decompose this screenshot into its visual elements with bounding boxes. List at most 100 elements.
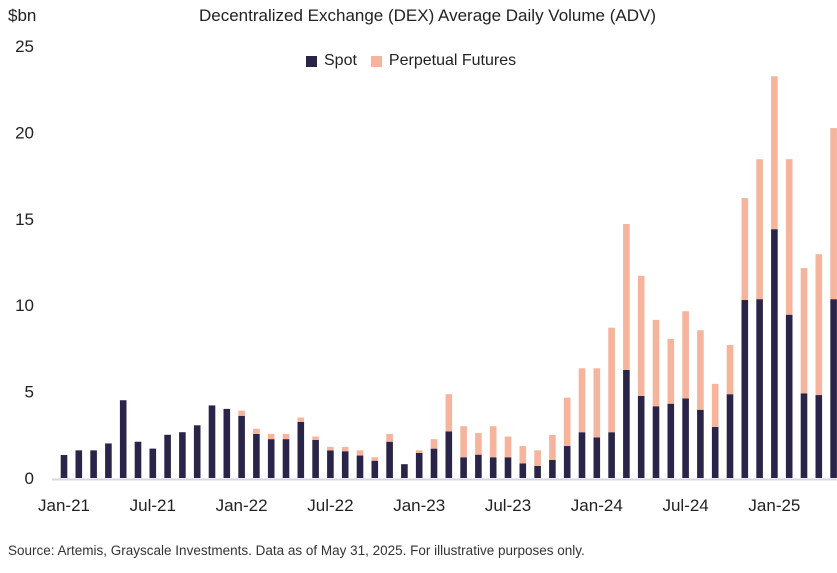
bar-spot [119, 400, 127, 478]
bar-perpetual-futures [267, 433, 275, 440]
bar-spot [267, 439, 275, 478]
bar-spot [800, 393, 808, 478]
bar-perpetual-futures [652, 319, 660, 407]
bar-spot [60, 455, 68, 478]
x-tick-label: Jan-25 [748, 496, 800, 515]
x-tick-label: Jan-22 [216, 496, 268, 515]
bar-spot [341, 451, 349, 478]
bar-perpetual-futures [608, 327, 615, 433]
bar-perpetual-futures [489, 426, 497, 458]
bar-spot [771, 229, 778, 478]
bar-spot [445, 431, 453, 478]
legend-swatch-spot [306, 55, 317, 67]
bar-spot [726, 394, 734, 478]
bar-spot [149, 448, 157, 478]
bar-perpetual-futures [430, 439, 438, 449]
bar-perpetual-futures [697, 330, 704, 410]
bar-spot [105, 443, 112, 478]
bar-spot [282, 439, 290, 478]
bar-perpetual-futures [341, 446, 349, 452]
bar-spot [179, 432, 186, 478]
bar-spot [327, 450, 334, 478]
bar-spot [253, 433, 260, 478]
bar-spot [667, 403, 675, 478]
bar-perpetual-futures [726, 344, 734, 395]
legend-label: Spot [324, 52, 357, 69]
bar-spot [534, 465, 541, 478]
legend: Spot Perpetual Futures [306, 52, 516, 70]
bar-perpetual-futures [815, 254, 823, 396]
bar-spot [134, 441, 142, 478]
bar-perpetual-futures [549, 434, 556, 460]
bar-spot [238, 415, 245, 478]
bar-spot [489, 457, 497, 478]
legend-swatch-perp [370, 55, 382, 67]
bar-spot [741, 300, 749, 478]
bar-spot [578, 432, 586, 478]
y-tick-label: 20 [15, 123, 34, 142]
bar-spot [519, 463, 527, 478]
bar-perpetual-futures [623, 223, 630, 370]
legend-item-spot: Spot [306, 52, 357, 70]
bar-spot [356, 455, 364, 478]
bar-spot [711, 427, 719, 478]
bar-perpetual-futures [415, 450, 423, 453]
x-tick-label: Jan-24 [571, 496, 623, 515]
bar-perpetual-futures [800, 268, 808, 394]
bar-perpetual-futures [578, 368, 586, 433]
legend-item-perpetual-futures: Perpetual Futures [370, 52, 516, 70]
bar-perpetual-futures [460, 426, 467, 458]
bar-spot [608, 432, 615, 478]
bar-perpetual-futures [534, 450, 541, 466]
bar-perpetual-futures [711, 383, 719, 428]
bar-spot [549, 459, 556, 478]
bar-perpetual-futures [371, 457, 379, 461]
x-tick-label: Jul-22 [307, 496, 353, 515]
bar-spot [652, 406, 660, 478]
bar-spot [623, 370, 630, 478]
bar-spot [637, 395, 645, 478]
bar-perpetual-futures [741, 198, 749, 301]
bar-spot [430, 448, 438, 478]
bar-spot [208, 405, 216, 478]
bar-spot [830, 299, 837, 478]
bar-spot [460, 457, 467, 478]
bar-perpetual-futures [445, 394, 453, 432]
bar-spot [193, 425, 201, 478]
bar-spot [593, 437, 601, 478]
bar-spot [386, 441, 393, 478]
bar-perpetual-futures [356, 450, 364, 456]
y-tick-label: 0 [25, 469, 34, 488]
bar-perpetual-futures [475, 433, 482, 455]
bar-spot [164, 434, 171, 478]
y-tick-label: 5 [25, 383, 34, 402]
bar-perpetual-futures [830, 128, 837, 300]
bar-perpetual-futures [682, 311, 689, 399]
bar-perpetual-futures [312, 436, 319, 440]
bar-spot [785, 314, 793, 478]
bar-spot [563, 446, 571, 478]
bar-perpetual-futures [282, 433, 290, 440]
bar-spot [756, 299, 763, 478]
bar-spot [223, 408, 231, 478]
x-tick-label: Jan-23 [393, 496, 445, 515]
bar-spot [682, 398, 689, 478]
bar-spot [312, 439, 319, 478]
bar-perpetual-futures [785, 159, 793, 315]
bar-spot [297, 421, 305, 478]
y-tick-label: 25 [15, 37, 34, 56]
bar-perpetual-futures [504, 436, 512, 458]
bar-spot [504, 457, 512, 478]
bar-perpetual-futures [771, 76, 778, 230]
bar-perpetual-futures [297, 417, 305, 422]
bar-perpetual-futures [637, 275, 645, 396]
bar-perpetual-futures [563, 397, 571, 447]
x-tick-label: Jan-21 [38, 496, 90, 515]
y-tick-label: 15 [15, 210, 34, 229]
bar-spot [90, 450, 97, 478]
bar-perpetual-futures [519, 446, 527, 464]
bar-perpetual-futures [327, 446, 334, 451]
bar-spot [75, 450, 83, 478]
bar-spot [697, 409, 704, 478]
bar-perpetual-futures [386, 433, 393, 442]
